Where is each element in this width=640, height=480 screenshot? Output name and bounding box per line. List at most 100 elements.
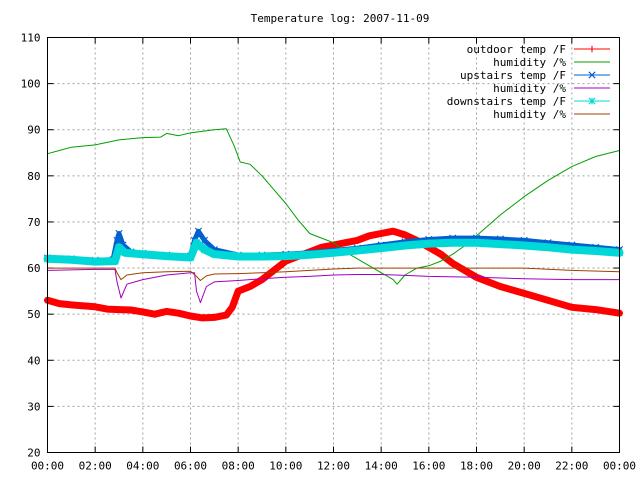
x-tick-label: 06:00 bbox=[174, 460, 207, 473]
legend-item: downstairs temp /F bbox=[447, 95, 610, 108]
data-point bbox=[588, 45, 596, 53]
data-point bbox=[342, 239, 349, 246]
data-point bbox=[568, 304, 576, 311]
data-point bbox=[139, 250, 147, 258]
y-tick-label: 20 bbox=[27, 447, 40, 460]
legend-item: humidity /% bbox=[493, 56, 610, 69]
data-point bbox=[121, 249, 129, 257]
legend-label: humidity /% bbox=[493, 56, 566, 69]
data-point bbox=[194, 227, 203, 235]
y-tick-label: 30 bbox=[27, 400, 40, 413]
data-point bbox=[306, 251, 314, 259]
x-tick-label: 04:00 bbox=[126, 460, 159, 473]
data-point bbox=[520, 241, 528, 250]
data-point bbox=[187, 312, 194, 320]
y-tick-label: 70 bbox=[27, 216, 40, 229]
data-point bbox=[401, 231, 409, 239]
data-point bbox=[377, 244, 385, 252]
x-tick-label: 10:00 bbox=[269, 460, 302, 473]
data-point bbox=[472, 239, 481, 247]
data-point bbox=[449, 260, 456, 267]
data-point bbox=[437, 251, 444, 258]
data-point bbox=[56, 300, 63, 307]
data-point bbox=[496, 240, 504, 248]
legend-item: humidity /% bbox=[493, 82, 610, 95]
data-point bbox=[354, 237, 361, 244]
y-tick-label: 60 bbox=[27, 262, 40, 275]
series-line bbox=[47, 268, 620, 304]
data-point bbox=[175, 310, 182, 317]
data-point bbox=[192, 239, 201, 247]
data-point bbox=[163, 308, 170, 315]
legend-item: upstairs temp /F bbox=[460, 69, 610, 82]
legend-label: humidity /% bbox=[493, 108, 566, 121]
data-point bbox=[329, 249, 338, 257]
data-point bbox=[115, 229, 123, 238]
data-point bbox=[103, 305, 111, 313]
data-point bbox=[588, 71, 596, 79]
data-point bbox=[67, 256, 75, 264]
y-tick-label: 100 bbox=[21, 78, 41, 91]
data-point bbox=[401, 241, 409, 250]
data-point bbox=[353, 246, 361, 255]
data-point bbox=[282, 252, 290, 260]
y-tick-label: 50 bbox=[27, 308, 40, 321]
data-point bbox=[366, 232, 373, 239]
x-tick-label: 20:00 bbox=[508, 460, 541, 473]
data-point bbox=[113, 236, 121, 244]
data-point bbox=[127, 306, 135, 314]
legend-label: downstairs temp /F bbox=[447, 95, 566, 108]
x-tick-label: 00:00 bbox=[31, 460, 64, 473]
legend-label: humidity /% bbox=[493, 82, 566, 95]
y-tick-label: 40 bbox=[27, 354, 40, 367]
data-point bbox=[210, 250, 218, 258]
legend-item: humidity /% bbox=[493, 108, 610, 121]
data-point bbox=[592, 306, 599, 313]
x-tick-label: 02:00 bbox=[79, 460, 112, 473]
data-point bbox=[139, 308, 147, 316]
data-point bbox=[91, 303, 99, 310]
series-line bbox=[47, 267, 620, 281]
plot-frame bbox=[47, 37, 620, 453]
x-tick-label: 14:00 bbox=[365, 460, 398, 473]
data-point bbox=[568, 246, 576, 254]
data-point bbox=[151, 310, 158, 318]
x-tick-label: 08:00 bbox=[222, 460, 255, 473]
series-6 bbox=[47, 267, 620, 281]
y-tick-label: 110 bbox=[21, 32, 41, 45]
data-point bbox=[186, 253, 195, 262]
data-point bbox=[68, 301, 75, 309]
data-point bbox=[449, 239, 457, 247]
series-line bbox=[47, 128, 620, 285]
x-tick-label: 00:00 bbox=[603, 460, 636, 473]
x-tick-label: 22:00 bbox=[555, 460, 588, 473]
data-point bbox=[115, 306, 123, 313]
data-point bbox=[544, 243, 552, 251]
data-point bbox=[246, 283, 254, 290]
tick-labels: 00:00 02:00 04:00 06:00 08:00 10:00 12:00 14:00… bbox=[21, 32, 636, 473]
y-tick-label: 90 bbox=[27, 124, 40, 137]
x-tick-label: 18:00 bbox=[460, 460, 493, 473]
chart-title: Temperature log: 2007-11-09 bbox=[251, 12, 430, 25]
data-point bbox=[592, 247, 600, 255]
data-point bbox=[520, 290, 528, 297]
data-point bbox=[200, 246, 208, 254]
legend-item: outdoor temp /F bbox=[467, 43, 610, 56]
series-layer bbox=[43, 128, 624, 322]
data-point bbox=[389, 227, 397, 235]
data-point bbox=[258, 276, 266, 283]
data-point bbox=[588, 97, 596, 105]
x-tick-label: 16:00 bbox=[412, 460, 445, 473]
data-point bbox=[258, 252, 266, 261]
data-point bbox=[91, 258, 99, 266]
data-point bbox=[425, 240, 433, 248]
data-point bbox=[234, 287, 242, 295]
x-tick-label: 12:00 bbox=[317, 460, 350, 473]
data-point bbox=[544, 297, 552, 304]
data-point bbox=[229, 304, 236, 311]
legend-label: outdoor temp /F bbox=[467, 43, 566, 56]
data-point bbox=[234, 252, 242, 261]
y-tick-label: 80 bbox=[27, 170, 40, 183]
